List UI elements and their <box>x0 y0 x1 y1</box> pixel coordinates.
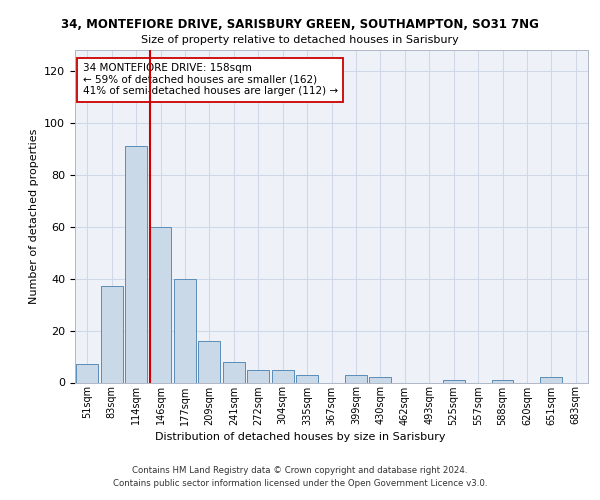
Bar <box>125 146 147 382</box>
Bar <box>101 286 122 382</box>
Y-axis label: Number of detached properties: Number of detached properties <box>29 128 38 304</box>
Text: Distribution of detached houses by size in Sarisbury: Distribution of detached houses by size … <box>155 432 445 442</box>
Text: Contains HM Land Registry data © Crown copyright and database right 2024.
Contai: Contains HM Land Registry data © Crown c… <box>113 466 487 487</box>
Bar <box>443 380 464 382</box>
Bar <box>149 226 172 382</box>
Bar <box>541 378 562 382</box>
Bar <box>199 341 220 382</box>
Bar <box>76 364 98 382</box>
Bar <box>247 370 269 382</box>
Bar <box>491 380 514 382</box>
Text: 34, MONTEFIORE DRIVE, SARISBURY GREEN, SOUTHAMPTON, SO31 7NG: 34, MONTEFIORE DRIVE, SARISBURY GREEN, S… <box>61 18 539 30</box>
Bar <box>296 374 318 382</box>
Bar <box>370 378 391 382</box>
Text: Size of property relative to detached houses in Sarisbury: Size of property relative to detached ho… <box>141 35 459 45</box>
Bar <box>174 278 196 382</box>
Bar <box>345 374 367 382</box>
Text: 34 MONTEFIORE DRIVE: 158sqm
← 59% of detached houses are smaller (162)
41% of se: 34 MONTEFIORE DRIVE: 158sqm ← 59% of det… <box>83 64 338 96</box>
Bar <box>272 370 293 382</box>
Bar <box>223 362 245 382</box>
